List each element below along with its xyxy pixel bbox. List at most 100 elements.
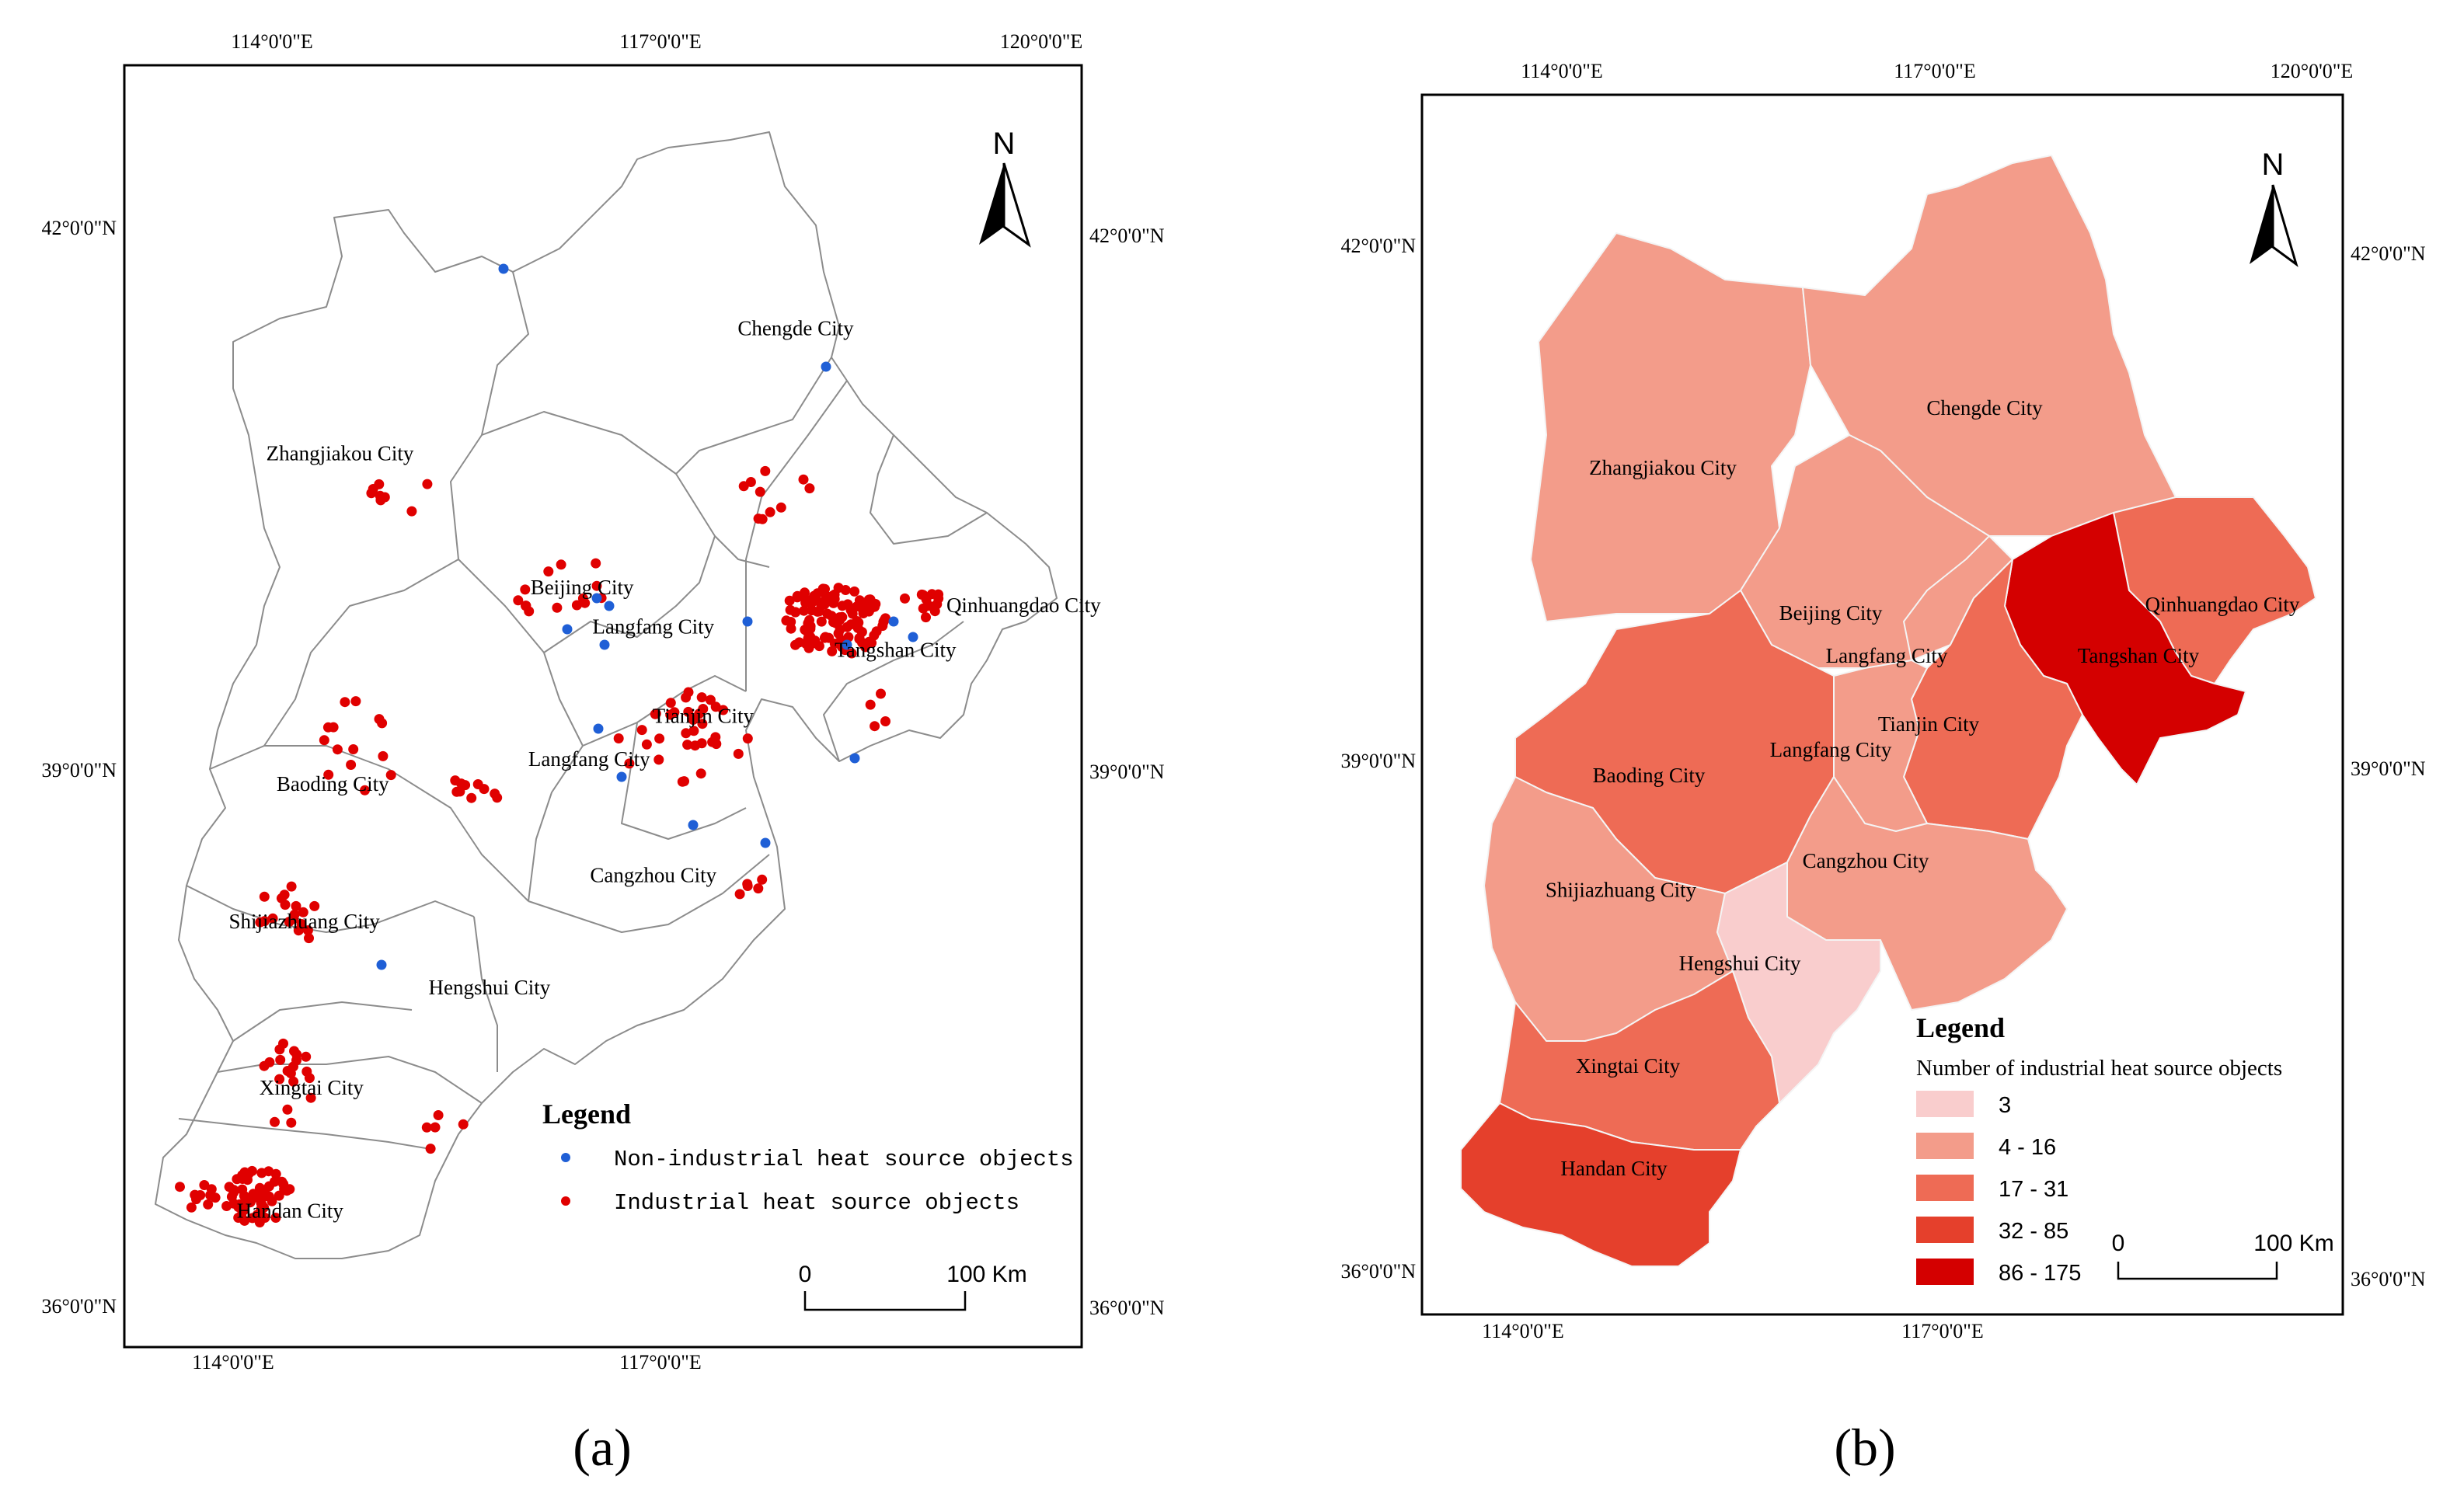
industrial-heat-source-dot [239, 1198, 250, 1209]
panel-a-city-label: Handan City [237, 1199, 344, 1223]
industrial-heat-source-dot [282, 1104, 293, 1115]
non-industrial-heat-source-dot [376, 959, 387, 970]
non-industrial-heat-source-dot [604, 601, 615, 611]
industrial-heat-source-dot [786, 617, 796, 627]
industrial-heat-source-dot [278, 1038, 288, 1049]
industrial-heat-source-dot [350, 696, 361, 707]
industrial-heat-source-dot [819, 632, 830, 643]
industrial-heat-source-dot [323, 769, 334, 780]
non-industrial-heat-source-dot [760, 837, 771, 848]
industrial-heat-source-dot [186, 1202, 197, 1213]
industrial-heat-source-dot [857, 637, 867, 648]
industrial-heat-source-dot [798, 474, 809, 485]
region-handan [1460, 1102, 1741, 1267]
industrial-heat-source-dot [301, 1051, 312, 1062]
industrial-heat-source-dot [301, 1066, 312, 1077]
panel-a-lon-label-top-2: 117°0'0"E [619, 30, 702, 53]
industrial-heat-source-dot [755, 486, 765, 497]
legend-class-label: 3 [1999, 1093, 2011, 1118]
non-industrial-heat-source-dot [688, 820, 699, 830]
industrial-heat-source-dot [800, 639, 811, 649]
industrial-heat-source-dot [665, 698, 676, 708]
industrial-heat-source-dot [870, 721, 880, 732]
industrial-heat-source-dot [705, 695, 716, 705]
panel-b-lon-label-top-3: 120°0'0"E [2271, 60, 2354, 82]
legend-class-swatch [1916, 1133, 1974, 1159]
panel-b-city-label: Xingtai City [1576, 1054, 1681, 1078]
panel-a-city-label: Tianjin City [653, 705, 755, 728]
panel-a-city-label: Zhangjiakou City [267, 442, 414, 465]
industrial-heat-source-dot [279, 1184, 290, 1194]
panel-a-lon-label-bottom-1: 114°0'0"E [192, 1351, 274, 1373]
industrial-heat-source-dot [753, 883, 764, 894]
industrial-heat-source-dot [466, 792, 477, 803]
panel-b-city-label: Tangshan City [2078, 644, 2200, 667]
industrial-heat-source-dot [288, 914, 299, 924]
industrial-heat-source-dot [267, 913, 278, 924]
non-industrial-heat-source-dot [842, 639, 852, 650]
panel-a-legend-title: Legend [542, 1098, 631, 1130]
industrial-heat-source-dot [291, 900, 301, 911]
non-industrial-heat-source-dot [888, 616, 899, 627]
non-industrial-heat-source-dot [742, 616, 753, 627]
panel-b-regions [1460, 155, 2316, 1267]
industrial-heat-source-dot [817, 583, 828, 594]
industrial-heat-source-dot [255, 917, 266, 928]
non-industrial-heat-source-dot [821, 361, 831, 372]
industrial-heat-source-dot [256, 1168, 267, 1178]
panel-b-lat-label-left-1: 42°0'0"N [1341, 235, 1417, 257]
panel-a-city-label: Hengshui City [429, 976, 551, 999]
non-industrial-heat-source-dot [908, 632, 918, 642]
non-industrial-heat-source-dot [498, 263, 509, 274]
industrial-heat-source-dot [688, 726, 699, 736]
industrial-heat-source-dot [799, 605, 810, 616]
industrial-heat-source-dot [876, 688, 886, 699]
panel-a-city-label: Chengde City [737, 317, 854, 340]
industrial-heat-source-dot [293, 925, 304, 936]
panel-a-internal-borders [178, 271, 988, 1151]
panel-a-city-labels: Chengde City Zhangjiakou City Beijing City… [229, 317, 1102, 1223]
panel-b-legend: Legend Number of industrial heat source … [1916, 1012, 2282, 1286]
panel-a-north-arrow: N [979, 127, 1031, 248]
panel-a-scale-line [803, 1291, 967, 1311]
panel-a-lat-label-right-1: 42°0'0"N [1089, 225, 1165, 247]
industrial-heat-source-dot [683, 687, 694, 698]
industrial-heat-source-dot [696, 692, 707, 703]
industrial-heat-source-dot [690, 740, 700, 751]
industrial-heat-source-dot [286, 1117, 297, 1128]
industrial-heat-source-dot [734, 889, 745, 900]
panel-b-city-labels: Chengde City Zhangjiakou City Beijing City… [1546, 396, 2300, 1180]
industrial-heat-source-dot [263, 1191, 274, 1202]
industrial-heat-source-dot [826, 611, 837, 621]
legend-class-swatch [1916, 1091, 1974, 1117]
panel-a-lat-label-left-1: 42°0'0"N [42, 217, 117, 239]
panel-a-scale-end: 100 Km [946, 1262, 1026, 1287]
legend-class-label: 4 - 16 [1999, 1135, 2056, 1160]
panel-a-lon-label-top-3: 120°0'0"E [1000, 30, 1083, 53]
industrial-heat-source-dot [695, 768, 706, 779]
panel-b-city-label: Chengde City [1926, 396, 2043, 420]
industrial-heat-source-dot [291, 1055, 301, 1066]
panel-b-lat-label-right-1: 42°0'0"N [2351, 242, 2426, 265]
panel-a-north-arrow-left [979, 163, 1004, 245]
industrial-heat-source-dot [790, 639, 800, 650]
panel-a-city-label: Cangzhou City [590, 863, 716, 886]
industrial-heat-source-dot [790, 607, 801, 618]
panel-b-city-label: Tianjin City [1878, 712, 1980, 736]
panel-b-lon-label-top-2: 117°0'0"E [1894, 60, 1976, 82]
industrial-heat-source-dot [636, 725, 647, 736]
panel-a-lon-label-top-1: 114°0'0"E [231, 30, 313, 53]
industrial-heat-source-dot [430, 1122, 441, 1133]
panel-b-city-label: Beijing City [1779, 601, 1883, 625]
industrial-heat-source-dot [346, 760, 357, 770]
panel-a-outline [155, 131, 1058, 1259]
industrial-heat-source-dot [228, 1187, 239, 1198]
industrial-heat-source-dot [577, 593, 588, 604]
panel-a-label: (a) [573, 1418, 631, 1477]
industrial-heat-source-dot [698, 704, 709, 714]
industrial-heat-source-dot [319, 735, 329, 746]
panel-a-city-label: Langfang City [592, 615, 714, 639]
industrial-heat-source-dot [683, 706, 694, 717]
industrial-heat-source-dot [591, 558, 601, 569]
industrial-heat-source-dot [421, 1122, 432, 1133]
